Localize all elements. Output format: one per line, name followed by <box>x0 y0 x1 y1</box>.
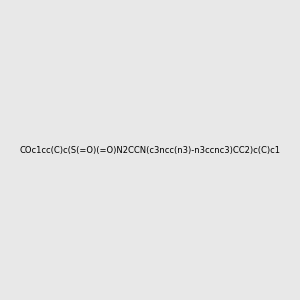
Text: COc1cc(C)c(S(=O)(=O)N2CCN(c3ncc(n3)-n3ccnc3)CC2)c(C)c1: COc1cc(C)c(S(=O)(=O)N2CCN(c3ncc(n3)-n3cc… <box>20 146 281 154</box>
